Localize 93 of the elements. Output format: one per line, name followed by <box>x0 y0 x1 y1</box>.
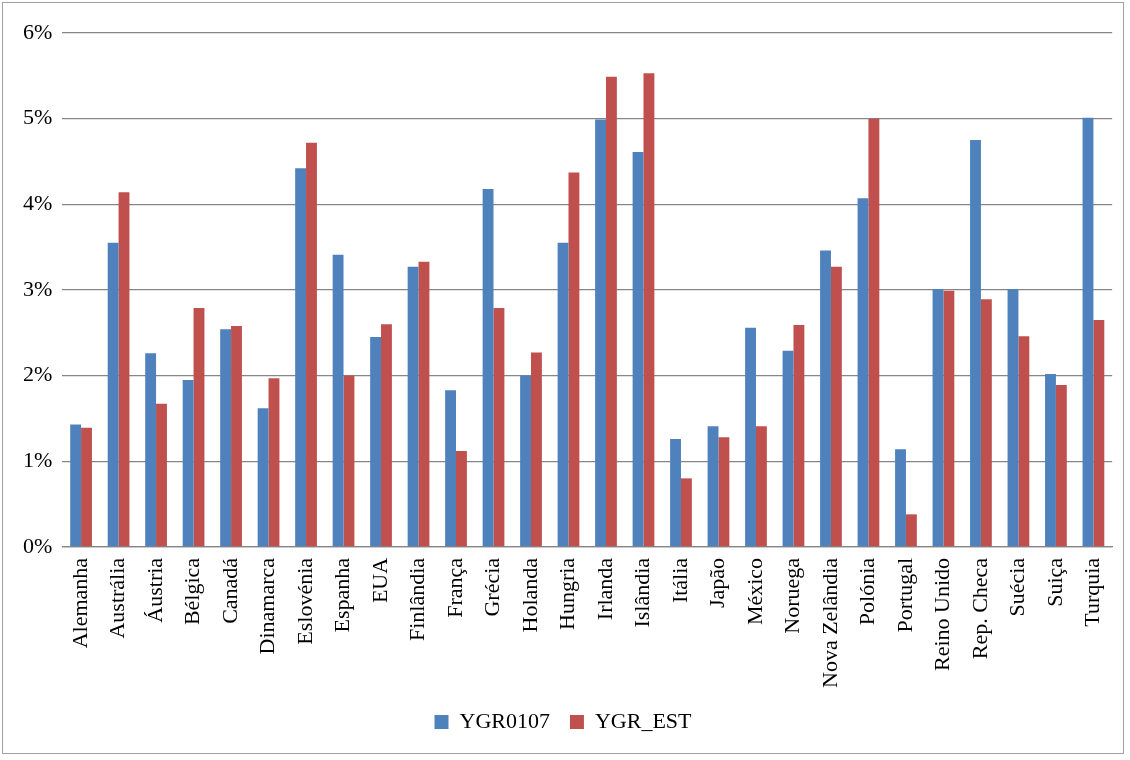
bar <box>745 327 756 547</box>
x-tick-label: Austrália <box>104 557 130 639</box>
bar <box>118 192 130 547</box>
x-tick-label: Bélgica <box>179 557 205 626</box>
bar <box>830 266 842 547</box>
y-tick-label: 6% <box>23 18 53 44</box>
bar <box>932 289 944 547</box>
y-tick-label: 2% <box>23 361 53 387</box>
bar <box>1018 336 1030 547</box>
bar <box>295 168 307 547</box>
bar <box>332 254 344 547</box>
x-tick-label: Grécia <box>479 557 505 617</box>
bar <box>482 188 494 547</box>
bar <box>1007 289 1019 547</box>
x-tick-label: Áustria <box>141 557 167 623</box>
legend-label: YGR0107 <box>459 707 550 733</box>
bar <box>445 390 457 547</box>
bar <box>531 352 542 547</box>
bar <box>370 337 382 547</box>
y-tick-label: 3% <box>23 275 53 301</box>
y-tick-label: 1% <box>23 447 53 473</box>
bar <box>782 350 794 547</box>
x-tick-label: Espanha <box>329 557 355 633</box>
bar <box>257 408 269 547</box>
bar <box>156 403 167 547</box>
bar <box>820 250 831 547</box>
bar <box>81 427 92 547</box>
x-tick-label: Suiça <box>1041 557 1067 607</box>
bar <box>568 172 580 547</box>
x-tick-label: Portugal <box>891 557 917 633</box>
bar <box>980 299 992 547</box>
bar <box>755 426 767 547</box>
x-tick-label: Noruega <box>779 557 805 634</box>
bar <box>1082 117 1094 547</box>
bar <box>381 324 392 547</box>
bar <box>643 73 655 547</box>
bar <box>793 325 805 547</box>
bar <box>857 198 869 547</box>
x-tick-label: Japão <box>704 557 730 608</box>
x-tick-label: Eslovénia <box>291 557 317 645</box>
x-tick-label: Holanda <box>516 557 542 633</box>
bar <box>182 379 194 547</box>
bar <box>595 119 606 547</box>
bar <box>943 290 955 547</box>
bar <box>520 375 532 547</box>
x-tick-label: Suécia <box>1004 557 1030 617</box>
x-tick-label: Turquia <box>1079 557 1105 627</box>
bar <box>868 118 880 547</box>
bar <box>145 353 157 547</box>
bar <box>231 325 242 547</box>
bar <box>70 424 82 547</box>
x-tick-label: Polónia <box>854 557 880 626</box>
bar <box>905 514 917 547</box>
x-tick-label: Dinamarca <box>254 557 280 655</box>
x-tick-label: Rep. Checa <box>966 557 992 660</box>
legend-label: YGR_EST <box>594 707 693 733</box>
x-tick-label: Islândia <box>629 557 655 628</box>
bar <box>680 478 692 547</box>
x-tick-label: França <box>441 557 467 618</box>
y-tick-label: 4% <box>23 190 53 216</box>
bar <box>707 426 719 547</box>
bar <box>1055 385 1067 547</box>
bar <box>107 242 119 547</box>
bar <box>557 242 569 547</box>
bar <box>220 329 232 547</box>
bar <box>306 142 317 547</box>
bar <box>670 438 681 547</box>
x-tick-label: México <box>741 557 767 626</box>
x-tick-label: Finlândia <box>404 557 430 641</box>
y-tick-label: 0% <box>23 532 53 558</box>
x-tick-label: EUA <box>366 557 392 604</box>
bar <box>268 378 280 547</box>
x-tick-label: Alemanha <box>66 557 92 649</box>
bar <box>407 266 419 547</box>
y-tick-label: 5% <box>23 104 53 130</box>
bar <box>193 307 205 547</box>
x-tick-label: Canadá <box>216 557 242 624</box>
bar <box>632 152 644 547</box>
bar <box>895 449 906 547</box>
x-tick-label: Hungria <box>554 557 580 630</box>
x-tick-label: Nova Zelândia <box>816 557 842 688</box>
bar <box>1045 373 1056 547</box>
bar <box>718 437 730 547</box>
bar <box>970 140 981 547</box>
bar <box>493 307 505 547</box>
bar <box>418 261 430 547</box>
x-tick-label: Itália <box>666 557 692 604</box>
bar <box>1093 319 1105 547</box>
bar <box>456 450 467 547</box>
x-tick-label: Irlanda <box>591 557 617 621</box>
x-tick-label: Reino Unido <box>929 557 955 671</box>
bar <box>343 375 355 547</box>
bar <box>606 76 617 547</box>
